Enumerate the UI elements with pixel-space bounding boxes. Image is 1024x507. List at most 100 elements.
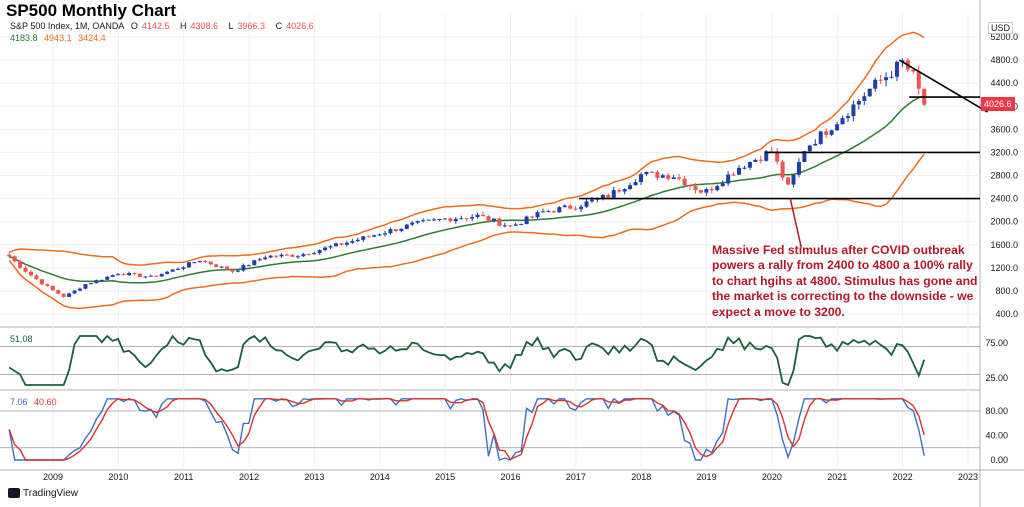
candle-body xyxy=(628,185,633,190)
bollinger-bands xyxy=(8,31,925,309)
candle-body xyxy=(7,254,12,257)
candle-body xyxy=(671,177,676,179)
candle-body xyxy=(50,285,55,291)
candle-body xyxy=(323,247,328,251)
candle-body xyxy=(252,260,257,266)
candlesticks xyxy=(7,57,927,298)
candle-body xyxy=(530,216,535,218)
candle-body xyxy=(105,276,110,280)
candle-body xyxy=(786,177,791,185)
candle-body xyxy=(519,224,524,226)
bb-lower-line xyxy=(8,153,925,309)
candle-body xyxy=(263,257,268,260)
candle-body xyxy=(726,174,731,184)
candle-body xyxy=(181,267,186,269)
candle-body xyxy=(432,219,437,221)
close-value: 4026.6 xyxy=(286,21,314,31)
x-tick-label: 2023 xyxy=(958,472,978,482)
y-tick-label: 2800.0 xyxy=(990,171,1018,181)
candle-body xyxy=(606,194,611,198)
candle-body xyxy=(284,254,289,256)
stoch-k-value: 7.06 xyxy=(10,397,28,407)
high-value: 4308.6 xyxy=(190,21,218,31)
candle-body xyxy=(600,194,605,199)
candle-body xyxy=(796,162,801,175)
close-readout: C 4026.6 xyxy=(276,21,318,31)
tradingview-brand[interactable]: TradingView xyxy=(8,488,78,499)
high-readout: H 4308.6 xyxy=(180,21,222,31)
y-tick-label: 4800.0 xyxy=(990,55,1018,65)
candle-body xyxy=(764,151,769,161)
candle-body xyxy=(137,273,142,277)
candle-body xyxy=(165,271,170,274)
candle-body xyxy=(393,229,398,232)
candle-body xyxy=(214,264,219,267)
candle-body xyxy=(758,159,763,161)
x-tick-label: 2020 xyxy=(762,472,782,482)
candle-body xyxy=(453,218,458,222)
y-tick-label: 5200.0 xyxy=(990,32,1018,42)
candle-body xyxy=(513,224,518,226)
candle-body xyxy=(867,88,872,97)
candle-body xyxy=(878,79,883,81)
candle-body xyxy=(824,131,829,135)
candle-body xyxy=(339,243,344,245)
candle-body xyxy=(306,254,311,256)
candle-body xyxy=(197,260,202,263)
stochastic-pane xyxy=(0,397,980,461)
open-value: 4142.5 xyxy=(141,21,170,31)
rsi-tick-label: 25.00 xyxy=(985,373,1008,383)
candle-body xyxy=(840,118,845,125)
candle-body xyxy=(317,250,322,254)
candle-body xyxy=(39,279,44,285)
candle-body xyxy=(388,229,393,234)
x-tick-label: 2016 xyxy=(500,472,520,482)
candle-body xyxy=(540,211,545,213)
candle-body xyxy=(889,76,894,78)
x-tick-label: 2010 xyxy=(108,472,128,482)
candle-body xyxy=(23,267,28,272)
brand-label: TradingView xyxy=(23,488,79,499)
candle-body xyxy=(916,71,921,89)
candle-body xyxy=(67,293,72,297)
candle-body xyxy=(383,233,388,235)
candle-body xyxy=(279,254,284,257)
candle-body xyxy=(301,254,306,257)
candle-body xyxy=(551,211,556,213)
candle-body xyxy=(470,217,475,219)
open-readout: O 4142.5 xyxy=(131,21,174,31)
rsi-pane xyxy=(0,334,980,387)
candle-body xyxy=(911,69,916,72)
currency-label: USD xyxy=(988,22,1014,34)
x-tick-label: 2015 xyxy=(435,472,455,482)
bb-basis-line xyxy=(8,95,925,284)
candle-body xyxy=(617,190,622,192)
candle-body xyxy=(535,212,540,218)
candle-body xyxy=(241,265,246,271)
candle-body xyxy=(448,218,453,222)
candle-body xyxy=(377,234,382,236)
candle-body xyxy=(524,216,529,225)
candle-body xyxy=(94,280,99,284)
y-tick-label: 1200.0 xyxy=(990,263,1018,273)
chart-title: SP500 Monthly Chart xyxy=(6,1,177,20)
candle-body xyxy=(508,225,513,227)
x-tick-label: 2022 xyxy=(893,472,913,482)
y-tick-label: 3200.0 xyxy=(990,147,1018,157)
candle-body xyxy=(573,208,578,210)
candle-body xyxy=(88,283,93,285)
candle-body xyxy=(568,205,573,209)
candle-body xyxy=(791,174,796,185)
candle-body xyxy=(34,275,39,280)
candle-body xyxy=(426,219,431,221)
low-value: 3966.3 xyxy=(237,21,266,31)
candle-body xyxy=(677,177,682,179)
candle-body xyxy=(230,269,235,272)
candle-body xyxy=(856,100,861,105)
bollinger-legend: 4183.8 4943.1 3424.4 xyxy=(10,33,110,43)
candle-body xyxy=(56,290,61,294)
candle-body xyxy=(219,266,224,268)
candle-body xyxy=(246,265,251,267)
candle-body xyxy=(693,186,698,191)
candle-body xyxy=(257,259,262,261)
